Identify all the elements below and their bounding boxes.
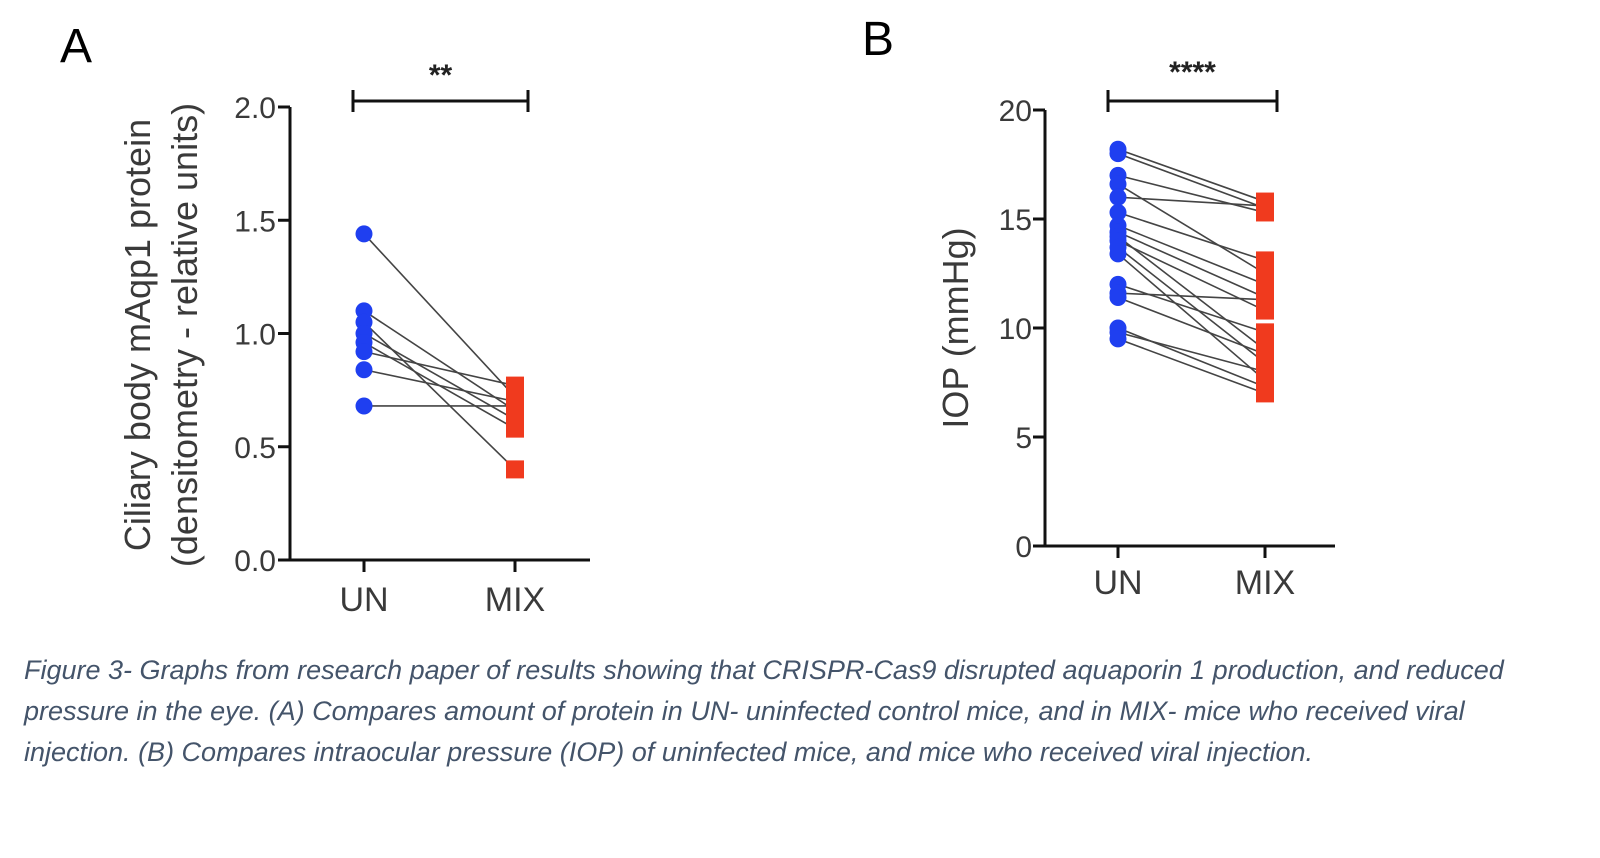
- panel-b-mix-point: [1256, 196, 1274, 215]
- panel-b-pair-line: [1117, 148, 1266, 203]
- panel-b-x-tick-label-un: UN: [1093, 564, 1142, 602]
- panel-a-mix-point: [506, 396, 524, 415]
- panel-a-mix-point: [506, 419, 524, 438]
- panel-b-un-point: [1109, 288, 1127, 306]
- panel-a-un-point: [355, 225, 373, 243]
- figure-panels: A Ciliary body mAqp1 protein (densitomet…: [60, 13, 1335, 619]
- panel-b-pair-line: [1117, 331, 1266, 373]
- panel-b-pair-line: [1117, 327, 1266, 388]
- panel-b-mix-point: [1256, 290, 1274, 309]
- panel-a-un-point: [355, 361, 373, 379]
- panel-a-x-tick-label-un: UN: [339, 581, 388, 619]
- panel-b-pair-line: [1117, 211, 1266, 262]
- panel-b-un-point: [1109, 203, 1127, 221]
- panel-b-pair-line: [1117, 224, 1266, 286]
- panel-b-letter: B: [862, 13, 894, 66]
- panel-a-y-tick-label: 0.0: [234, 545, 276, 578]
- panel-a-y-axis-title: Ciliary body mAqp1 protein (densitometry…: [117, 103, 205, 567]
- panel-b-mix-point: [1256, 251, 1274, 270]
- panel-b-pair-line: [1117, 296, 1266, 355]
- panel-b-pair-line: [1117, 235, 1266, 351]
- panel-b-un-point: [1109, 145, 1127, 163]
- panel-b-mix-point: [1256, 323, 1274, 342]
- panel-b-pair-line: [1117, 152, 1266, 209]
- panel-b-y-tick-label: 0: [1015, 531, 1032, 564]
- panel-a-pair-line: [363, 368, 516, 403]
- panel-a-un-point: [355, 397, 373, 415]
- panel-b-mix-point: [1256, 362, 1274, 381]
- panel-a-ylabel-line2: (densitometry - relative units): [164, 103, 205, 567]
- panel-a-y-tick-label: 0.5: [234, 432, 276, 465]
- panel-b-pair-line: [1117, 253, 1266, 381]
- panel-b-pair-line: [1117, 174, 1266, 214]
- panel-b-mix-point: [1256, 345, 1274, 364]
- panel-b-ylabel: IOP (mmHg): [935, 227, 976, 428]
- panel-b-y-tick-label: 5: [1015, 422, 1032, 455]
- panel-a-mix-point: [506, 460, 524, 479]
- panel-a-y-tick-label: 2.0: [234, 92, 276, 125]
- panel-b: B IOP (mmHg) 0 5 10 15 20 UN MIX ****: [862, 13, 1335, 602]
- panel-b-mix-point: [1256, 384, 1274, 403]
- panel-a-significance-label: **: [429, 59, 453, 92]
- panel-b-un-point: [1109, 330, 1127, 348]
- panel-a-ylabel-line1: Ciliary body mAqp1 protein: [117, 119, 158, 551]
- panel-a-un-point: [355, 343, 373, 361]
- panel-b-significance-label: ****: [1169, 56, 1216, 89]
- panel-b-pair-line: [1117, 283, 1266, 334]
- panel-a-y-tick-label: 1.0: [234, 319, 276, 352]
- panel-b-pair-line: [1117, 292, 1266, 301]
- panel-b-pair-line: [1117, 183, 1266, 275]
- panel-a-y-tick-label: 1.5: [234, 205, 276, 238]
- panel-a-letter: A: [60, 20, 92, 73]
- panel-a-mix-point: [506, 376, 524, 395]
- panel-b-un-point: [1109, 245, 1127, 263]
- panel-a-pair-line: [363, 321, 516, 470]
- panel-a-pair-line: [363, 310, 516, 412]
- panel-b-pair-line: [1117, 338, 1266, 395]
- figure-caption: Figure 3- Graphs from research paper of …: [24, 655, 1504, 767]
- panel-b-pair-line: [1117, 231, 1266, 299]
- panel-a-pair-line: [363, 233, 516, 398]
- panel-a-x-tick-label-mix: MIX: [485, 581, 545, 619]
- panel-b-y-tick-label: 15: [999, 204, 1032, 237]
- panel-b-y-tick-label: 10: [999, 313, 1032, 346]
- panel-b-x-tick-label-mix: MIX: [1235, 564, 1295, 602]
- panel-b-pair-line: [1117, 246, 1266, 364]
- panel-a-pair-line: [363, 350, 516, 387]
- panel-a: A Ciliary body mAqp1 protein (densitomet…: [60, 20, 590, 619]
- panel-b-un-point: [1109, 188, 1127, 206]
- panel-b-y-tick-label: 20: [999, 95, 1032, 128]
- panel-b-pair-line: [1117, 196, 1266, 207]
- panel-b-un-point: [1109, 175, 1127, 193]
